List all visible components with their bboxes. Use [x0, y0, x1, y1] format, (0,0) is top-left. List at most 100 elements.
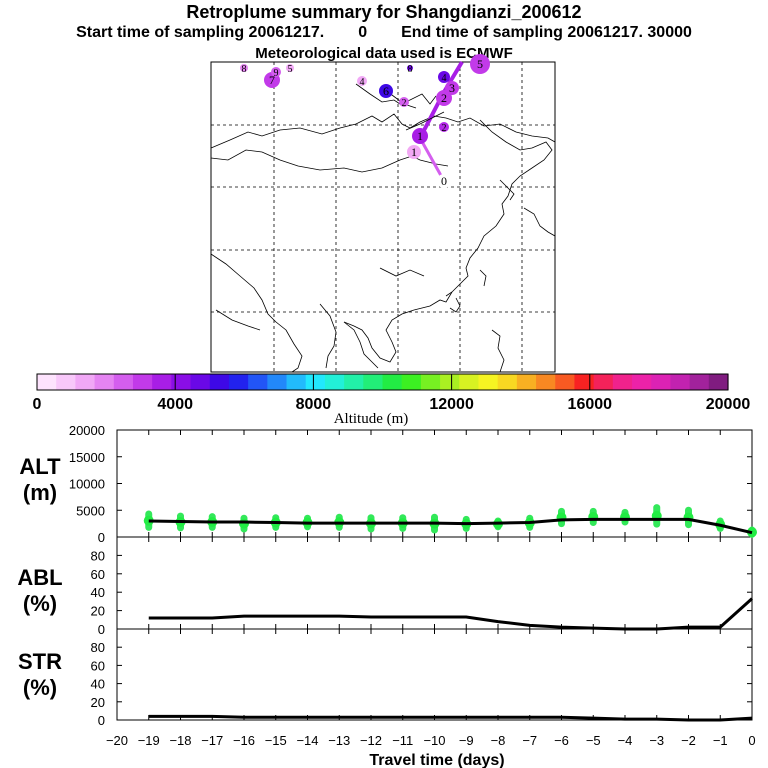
y-tick-label: 80 [91, 640, 105, 655]
colorbar-cells [37, 374, 729, 390]
plume-marker-label: 8 [408, 64, 413, 75]
x-tick-label: −12 [360, 733, 382, 748]
colorbar-tick-label: 16000 [568, 396, 613, 413]
x-tick-label: −4 [618, 733, 633, 748]
alt-scatter-point [239, 518, 249, 529]
y-tick-label: 60 [91, 567, 105, 582]
plume-marker-label: 5 [477, 57, 483, 71]
plume-marker [357, 76, 367, 86]
panel-ylabel-unit: (m) [23, 480, 57, 505]
x-tick-label: −11 [392, 733, 413, 748]
y-tick-label: 0 [98, 530, 105, 545]
colorbar-cell [94, 374, 115, 390]
colorbar-cell [536, 374, 556, 390]
colorbar-cell [401, 374, 422, 390]
colorbar-tick-label: 8000 [296, 396, 332, 413]
panel-marks: −20 −19 −18 −17 −16 −15 −14 −13 −12 −11 −10 −9 −8 −7−… [106, 504, 757, 748]
y-tick-label: 5000 [76, 503, 105, 518]
x-tick-label: −8 [491, 733, 506, 748]
plume-marker [470, 54, 490, 74]
hainan [449, 297, 461, 313]
start-time-label: Start time of sampling 20061217. [76, 24, 325, 41]
plume-marker [436, 90, 452, 106]
plume-marker-label: 9 [274, 68, 279, 79]
x-tick-label: −9 [459, 733, 474, 748]
plume-marker-label: 3 [449, 81, 455, 95]
plume-marker [439, 122, 449, 132]
colorbar-cell [708, 374, 729, 390]
plume-marker [437, 174, 451, 188]
colorbar-cell [267, 374, 288, 390]
plume-marker [286, 64, 294, 72]
met-data-label: Meteorological data used is ECMWF [255, 45, 513, 62]
x-tick-label: −3 [649, 733, 664, 748]
colorbar-cell [440, 374, 460, 390]
end-time-label: End time of sampling 20061217. 30000 [401, 24, 692, 41]
border-myanmar [319, 303, 337, 369]
x-tick-label: −15 [265, 733, 287, 748]
plume-marker [240, 64, 248, 72]
korea [499, 179, 515, 201]
abl-line [148, 597, 754, 631]
japan [523, 207, 556, 237]
x-tick-label: −19 [138, 733, 160, 748]
colorbar-cell [632, 374, 652, 390]
y-tick-label: 10000 [69, 477, 105, 492]
x-tick-label: 0 [748, 733, 755, 748]
panel-ylabel-unit: (%) [23, 675, 57, 700]
colorbar-cell [190, 374, 211, 390]
plume-marker [412, 128, 428, 144]
plume-marker [407, 65, 413, 71]
map-frame [210, 61, 556, 373]
x-tick-label: −10 [423, 733, 445, 748]
y-tick-label: 40 [91, 677, 105, 692]
plume-marker [399, 97, 409, 107]
panel-ylabel: ALT [19, 454, 61, 479]
colorbar-cell [670, 374, 691, 390]
colorbar-cell [75, 374, 96, 390]
chart-title: Retroplume summary for Shangdianzi_20061… [186, 2, 582, 22]
colorbar-cell [593, 374, 614, 390]
panel-frames: ALT(m)05000100001500020000ABL(%)02040608… [17, 423, 753, 728]
panel-frame-str [116, 628, 753, 721]
x-tick-label: −13 [328, 733, 350, 748]
colorbar-cell [420, 374, 441, 390]
panel-ylabel-unit: (%) [23, 591, 57, 616]
coastline-east [445, 119, 553, 297]
colorbar-cell [248, 374, 268, 390]
y-tick-label: 15000 [69, 450, 105, 465]
panel-frame-abl [116, 536, 753, 630]
y-tick-label: 40 [91, 585, 105, 600]
x-tick-label: −14 [296, 733, 318, 748]
x-tick-label: −17 [201, 733, 223, 748]
colorbar-cell [228, 374, 249, 390]
x-axis-label: Travel time (days) [369, 752, 504, 768]
x-tick-label: −20 [106, 733, 128, 748]
plume-marker-label: 2 [441, 91, 447, 105]
plume-marker-label: 1 [417, 129, 423, 143]
colorbar-ticks: 0 4000 8000 12000 16000 20000 [33, 374, 750, 413]
y-tick-label: 20 [91, 695, 105, 710]
alt-scatter-point [143, 515, 154, 526]
x-tick-label: −5 [586, 733, 601, 748]
plume-marker-label: 4 [360, 77, 365, 88]
x-tick-label: −2 [681, 733, 696, 748]
plume-trace [405, 111, 445, 131]
colorbar-cell [113, 374, 134, 390]
y-tick-label: 20 [91, 604, 105, 619]
colorbar-cell [459, 374, 480, 390]
colorbar-cell [209, 374, 230, 390]
plume-marker-label: 6 [383, 84, 389, 98]
colorbar-cell [516, 374, 537, 390]
y-tick-label: 80 [91, 548, 105, 563]
colorbar-cell [555, 374, 576, 390]
colorbar-tick-label: 0 [33, 396, 42, 413]
sampling-times: Start time of sampling 20061217. 0 End tim… [0, 24, 768, 42]
plume-marker-label: 7 [269, 73, 275, 87]
colorbar-cell [37, 374, 57, 390]
border-southwest [210, 253, 303, 373]
colorbar-cell [324, 374, 345, 390]
